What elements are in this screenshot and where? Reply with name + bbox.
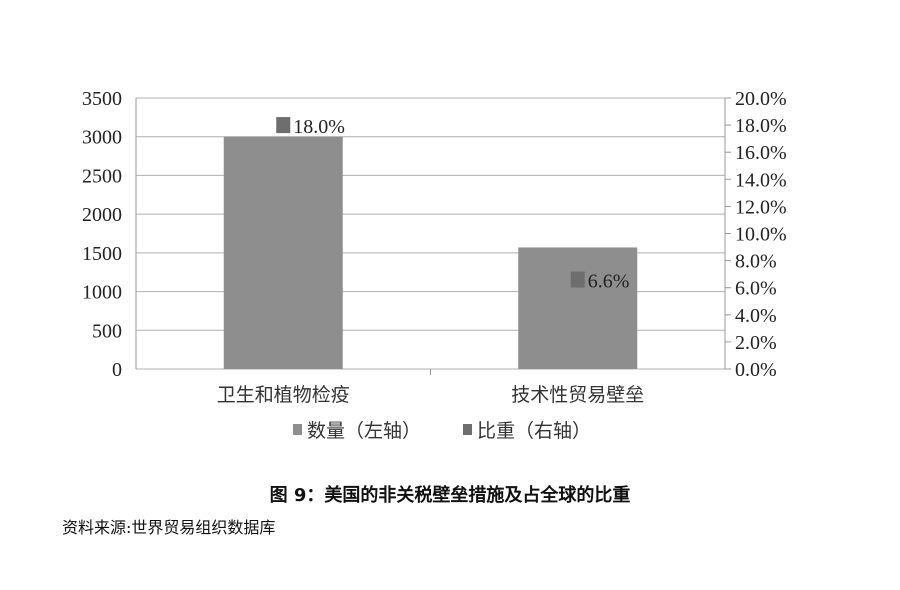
right-axis-tick-label: 14.0% — [735, 169, 787, 191]
right-axis-tick-label: 18.0% — [735, 115, 787, 137]
left-axis-tick-label: 1000 — [82, 282, 122, 304]
chart-title: 图 9：美国的非关税壁垒措施及占全球的比重 — [269, 485, 631, 506]
ratio-data-label: 18.0% — [293, 116, 345, 138]
right-axis-tick-label: 6.0% — [735, 278, 777, 300]
legend-label-count: 数量（左轴） — [307, 420, 421, 442]
left-axis-tick-label: 1500 — [82, 243, 122, 265]
bar-2 — [518, 247, 638, 369]
right-axis-tick-label: 12.0% — [735, 196, 787, 218]
left-axis-tick-label: 2500 — [82, 165, 122, 187]
chart: 0 500 1000 1500 2000 2500 3000 3500 0.0% 2.0% 4.0%… — [82, 88, 787, 442]
ratio-data-label: 6.6% — [588, 271, 630, 293]
legend-swatch-count — [293, 424, 302, 435]
right-axis-tick-label: 16.0% — [735, 142, 787, 164]
left-axis-tick-label: 2000 — [82, 204, 122, 226]
ratio-marker-1 — [276, 117, 291, 134]
left-axis-tick-label: 500 — [92, 320, 122, 342]
ratio-marker-2 — [570, 271, 585, 288]
right-axis-tick-label: 4.0% — [735, 305, 777, 327]
left-axis-tick-label: 3500 — [82, 88, 122, 110]
source-note: 资料来源:世界贸易组织数据库 — [62, 518, 276, 537]
right-axis-tick-label: 0.0% — [735, 359, 777, 381]
right-axis-tick-label: 20.0% — [735, 88, 787, 110]
left-axis-tick-label: 3000 — [82, 127, 122, 149]
legend-label-ratio: 比重（右轴） — [477, 420, 591, 442]
category-label: 技术性贸易壁垒 — [511, 384, 644, 406]
legend-swatch-ratio — [463, 424, 472, 435]
category-label: 卫生和植物检疫 — [217, 384, 350, 406]
left-axis-tick-label: 0 — [112, 359, 122, 381]
right-axis-tick-label: 2.0% — [735, 332, 777, 354]
right-axis-tick-label: 10.0% — [735, 224, 787, 246]
right-axis-tick-label: 8.0% — [735, 251, 777, 273]
bar-1 — [223, 136, 343, 369]
